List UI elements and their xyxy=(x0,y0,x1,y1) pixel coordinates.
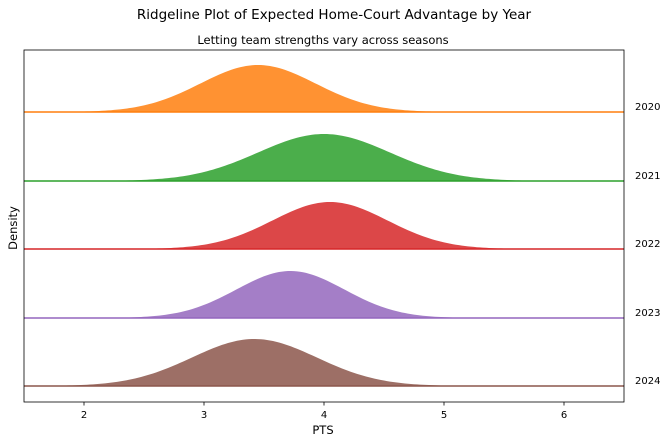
chart-title: Ridgeline Plot of Expected Home-Court Ad… xyxy=(137,7,532,23)
ridge-area-2024 xyxy=(24,339,624,386)
ridge-2021: 2021 xyxy=(24,134,660,182)
ridge-area-2023 xyxy=(24,271,624,318)
x-tick-label-4: 4 xyxy=(321,410,327,421)
ridge-label-2023: 2023 xyxy=(635,308,660,319)
x-tick-label-5: 5 xyxy=(441,410,447,421)
ridge-2023: 2023 xyxy=(24,271,660,319)
x-axis-label: PTS xyxy=(312,423,333,437)
chart-subtitle: Letting team strengths vary across seaso… xyxy=(197,33,448,47)
ridge-label-2020: 2020 xyxy=(635,102,660,113)
x-tick-label-2: 2 xyxy=(81,410,87,421)
x-axis: 2 3 4 5 6 xyxy=(81,402,567,421)
x-tick-label-3: 3 xyxy=(201,410,207,421)
ridge-area-2020 xyxy=(24,65,624,112)
ridges-group: 2020 2021 2022 2023 2024 xyxy=(24,65,660,387)
ridge-label-2021: 2021 xyxy=(635,171,660,182)
ridge-2020: 2020 xyxy=(24,65,660,113)
ridge-label-2024: 2024 xyxy=(635,376,660,387)
ridge-2022: 2022 xyxy=(24,202,660,250)
ridge-2024: 2024 xyxy=(24,339,660,387)
x-tick-label-6: 6 xyxy=(561,410,567,421)
y-axis-label: Density xyxy=(6,206,20,250)
ridge-area-2021 xyxy=(24,134,624,181)
ridge-label-2022: 2022 xyxy=(635,239,660,250)
ridge-area-2022 xyxy=(24,202,624,249)
